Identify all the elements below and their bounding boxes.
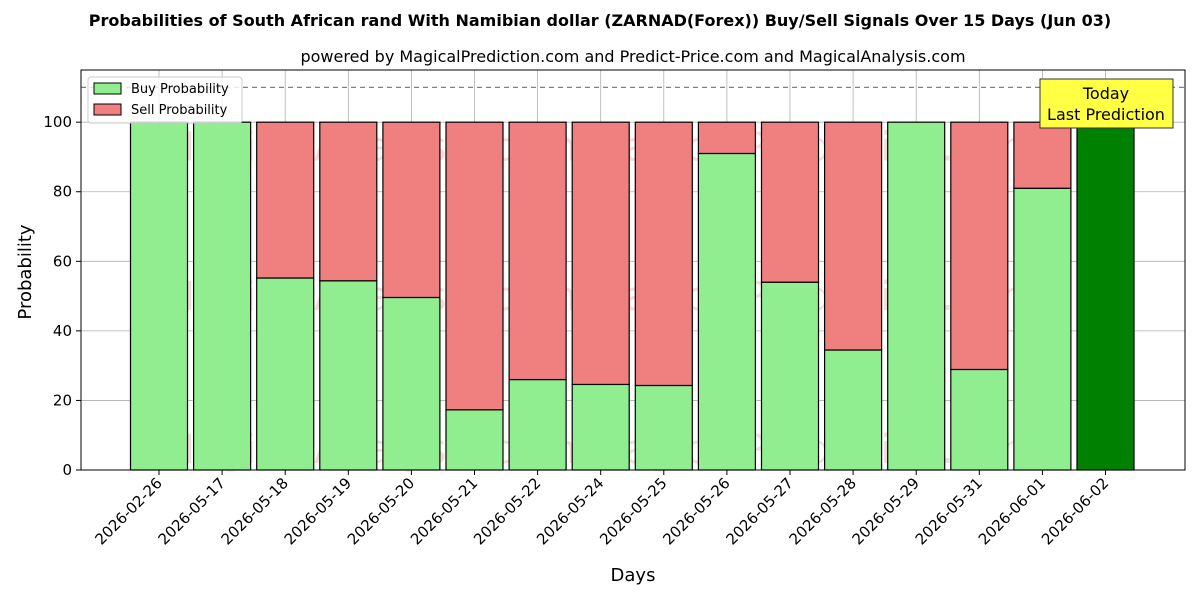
buy-bar (697, 152, 757, 471)
sell-bar (508, 121, 567, 381)
sell-bar (697, 121, 757, 155)
chart-subtitle: powered by MagicalPrediction.com and Pre… (300, 47, 965, 66)
y-tick-label: 80 (53, 183, 72, 201)
today-box (1039, 78, 1174, 129)
x-tick-label: 2026-05-22 (470, 474, 544, 548)
x-tick-label: 2026-05-17 (155, 474, 229, 548)
x-axis-label: Days (611, 565, 656, 586)
buy-bar (382, 296, 441, 471)
today-annotation: Today Last Prediction (1039, 78, 1174, 129)
sell-bar (571, 121, 630, 386)
x-tick-label: 2026-05-26 (659, 474, 733, 548)
sell-bar (760, 121, 820, 283)
last-prediction-label: Last Prediction (1047, 105, 1165, 124)
x-tick-label: 2026-02-26 (91, 474, 165, 548)
x-tick-label: 2026-05-31 (912, 474, 986, 548)
x-tick-label: 2026-05-21 (407, 474, 481, 548)
y-axis-label: Probability (15, 224, 36, 319)
sell-bar (823, 121, 883, 351)
legend-label-buy: Buy Probability (131, 82, 229, 97)
x-axis: 2026-02-262026-05-172026-05-182026-05-19… (91, 470, 1112, 548)
x-tick-label: 2026-05-20 (344, 474, 418, 548)
x-tick-label: 2026-05-19 (281, 474, 355, 548)
y-tick-label: 40 (53, 322, 72, 340)
sell-bar (382, 121, 441, 299)
x-tick-label: 2026-05-29 (849, 474, 923, 548)
buy-bar (634, 384, 693, 471)
x-tick-label: 2026-06-01 (975, 474, 1049, 548)
sell-bar (1013, 121, 1072, 189)
y-tick-label: 60 (53, 252, 72, 270)
legend: Buy Probability Sell Probability (87, 76, 243, 124)
buy-bar (319, 280, 378, 471)
buy-bar (950, 368, 1009, 471)
x-tick-label: 2026-05-28 (786, 474, 860, 548)
sell-bar (634, 121, 693, 387)
x-tick-label: 2026-05-27 (722, 474, 796, 548)
y-tick-label: 20 (53, 391, 72, 409)
x-tick-label: 2026-06-02 (1038, 474, 1112, 548)
sell-bar (256, 121, 315, 279)
y-tick-label: 0 (62, 461, 72, 479)
buy-bar (1076, 121, 1135, 471)
buy-bar (823, 349, 883, 471)
legend-swatch-buy (93, 82, 122, 95)
x-tick-label: 2026-05-24 (533, 474, 607, 548)
buy-bar (129, 121, 189, 471)
x-tick-label: 2026-05-25 (596, 474, 670, 548)
buy-bar (193, 121, 252, 471)
y-axis: 0 20 40 60 80 100 (43, 113, 81, 479)
buy-bar (445, 409, 504, 471)
sell-bar (950, 121, 1009, 371)
buy-bar (760, 281, 820, 471)
legend-label-sell: Sell Probability (131, 103, 228, 118)
bars (129, 121, 1135, 471)
plot-frame (80, 69, 1186, 471)
sell-bar (445, 121, 504, 411)
buy-bar (1013, 187, 1072, 471)
chart-title: Probabilities of South African rand With… (89, 11, 1111, 30)
buy-bar (256, 277, 315, 471)
x-tick-label: 2026-05-18 (218, 474, 292, 548)
legend-swatch-sell (93, 103, 122, 116)
today-label: Today (1082, 84, 1129, 103)
y-tick-label: 100 (43, 113, 72, 131)
sell-bar (319, 121, 378, 282)
buy-bar (508, 378, 567, 471)
legend-box (87, 76, 243, 124)
buy-bar (571, 383, 630, 471)
buy-bar (887, 121, 946, 471)
